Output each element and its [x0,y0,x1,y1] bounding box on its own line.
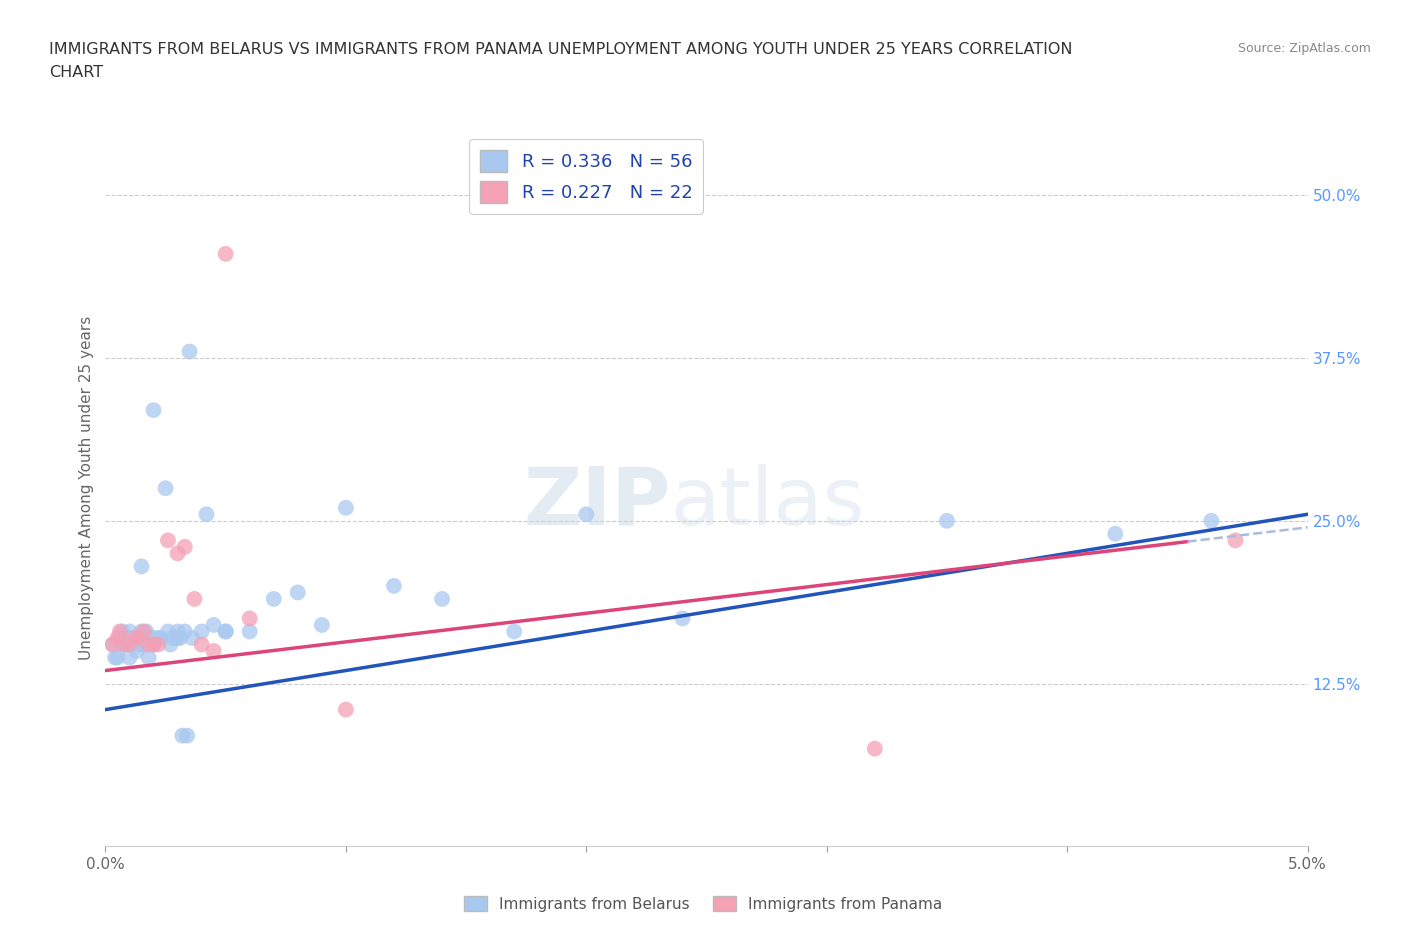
Point [108,631,131,645]
Point [118,637,141,652]
Point [132,637,155,652]
Text: IMMIGRANTS FROM BELARUS VS IMMIGRANTS FROM PANAMA UNEMPLOYMENT AMONG YOUTH UNDER: IMMIGRANTS FROM BELARUS VS IMMIGRANTS FR… [49,42,1073,57]
Point [335,702,357,717]
Point [575,507,598,522]
Point [1225,533,1247,548]
Point [173,539,195,554]
Point [101,637,124,652]
Point [107,650,129,665]
Point [166,631,188,645]
Point [142,637,165,652]
Point [382,578,405,593]
Point [142,403,165,418]
Point [263,591,285,606]
Point [214,624,236,639]
Point [159,637,181,652]
Point [155,481,177,496]
Point [118,637,141,652]
Point [503,624,526,639]
Point [166,546,188,561]
Point [125,631,148,645]
Point [156,624,179,639]
Point [179,344,201,359]
Point [125,644,148,658]
Point [142,631,165,645]
Point [239,624,262,639]
Point [169,631,191,645]
Point [335,500,357,515]
Point [111,637,134,652]
Point [115,631,138,645]
Point [202,618,225,632]
Point [104,650,127,665]
Point [202,644,225,658]
Point [118,650,141,665]
Point [863,741,886,756]
Point [166,624,188,639]
Y-axis label: Unemployment Among Youth under 25 years: Unemployment Among Youth under 25 years [79,316,94,660]
Point [118,624,141,639]
Point [148,631,170,645]
Point [114,637,136,652]
Point [108,624,131,639]
Point [142,637,165,652]
Text: ZIP: ZIP [523,463,671,541]
Text: atlas: atlas [671,463,865,541]
Text: Source: ZipAtlas.com: Source: ZipAtlas.com [1237,42,1371,55]
Point [138,650,160,665]
Point [1104,526,1126,541]
Point [148,637,170,652]
Point [131,624,153,639]
Point [936,513,959,528]
Point [156,533,179,548]
Legend: Immigrants from Belarus, Immigrants from Panama: Immigrants from Belarus, Immigrants from… [458,889,948,918]
Point [124,631,146,645]
Point [114,637,136,652]
Point [131,559,153,574]
Point [173,624,195,639]
Point [162,631,184,645]
Point [107,631,129,645]
Point [1201,513,1223,528]
Point [138,637,160,652]
Point [149,631,172,645]
Point [311,618,333,632]
Point [128,637,150,652]
Text: CHART: CHART [49,65,103,80]
Point [671,611,693,626]
Point [132,624,155,639]
Point [128,631,150,645]
Point [190,637,212,652]
Point [135,624,157,639]
Legend: R = 0.336   N = 56, R = 0.227   N = 22: R = 0.336 N = 56, R = 0.227 N = 22 [470,140,703,214]
Point [195,507,218,522]
Point [183,591,205,606]
Point [214,246,236,261]
Point [430,591,453,606]
Point [172,728,194,743]
Point [176,728,198,743]
Point [101,637,124,652]
Point [124,631,146,645]
Point [121,637,143,652]
Point [181,631,204,645]
Point [214,624,236,639]
Point [239,611,262,626]
Point [287,585,309,600]
Point [190,624,212,639]
Point [111,624,134,639]
